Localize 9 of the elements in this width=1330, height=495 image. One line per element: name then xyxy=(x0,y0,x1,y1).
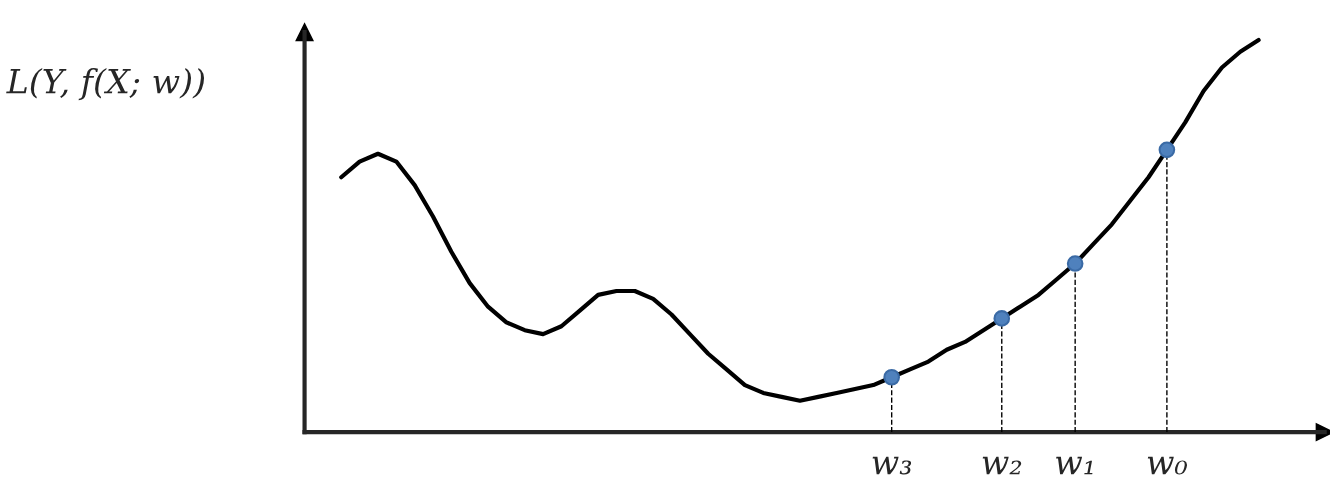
point xyxy=(883,368,901,386)
point xyxy=(1158,141,1176,159)
x-tick-label: w₂ xyxy=(982,456,1022,475)
x-tick-label: w₃ xyxy=(872,456,912,475)
point xyxy=(993,310,1011,327)
y-axis-title: L(Y, f(X; w)) xyxy=(6,68,205,101)
x-tick-label: w₀ xyxy=(1147,456,1187,475)
point xyxy=(1066,255,1084,272)
x-tick-label: w₁ xyxy=(1056,456,1093,475)
